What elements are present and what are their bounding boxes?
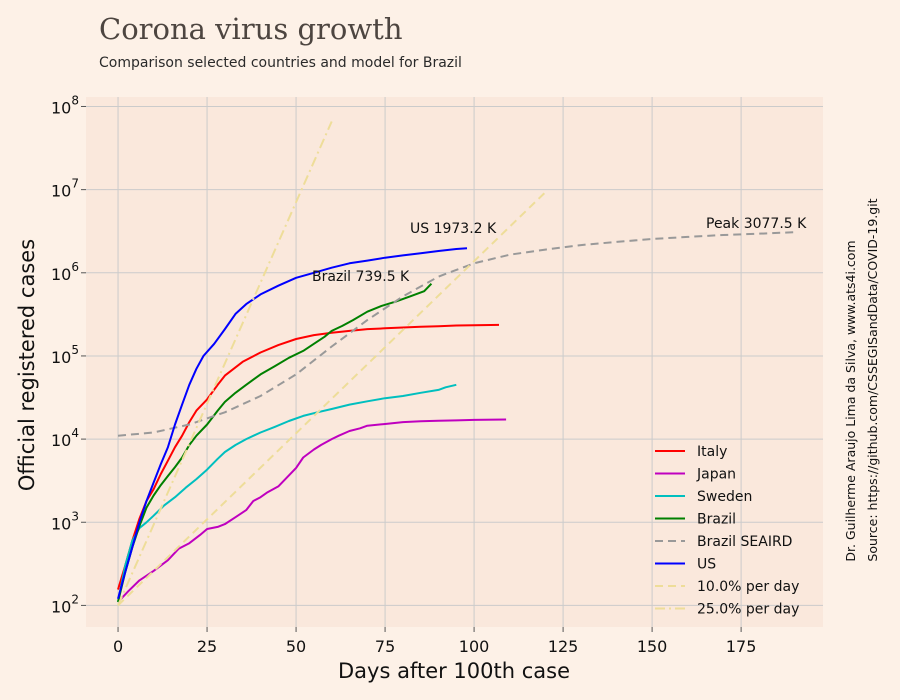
annotation-us: US 1973.2 K xyxy=(410,221,497,237)
y-tick-label: 103 xyxy=(51,509,79,533)
x-tick-label: 75 xyxy=(375,637,395,656)
legend-label: Japan xyxy=(696,467,736,483)
legend-label: Brazil xyxy=(697,512,736,528)
x-tick-label: 150 xyxy=(637,637,668,656)
series-line-6 xyxy=(117,191,546,607)
chart-title: Corona virus growth xyxy=(99,12,403,46)
x-axis-ticks: 0 25 50 75 100 125 150 175 xyxy=(113,627,756,656)
annotation-peak: Peak 3077.5 K xyxy=(706,216,807,232)
legend-label: Sweden xyxy=(697,489,752,505)
series-line-3 xyxy=(117,283,433,603)
series-line-1 xyxy=(117,418,507,603)
x-tick-label: 175 xyxy=(726,637,757,656)
x-tick-label: 50 xyxy=(286,637,306,656)
x-tick-label: 0 xyxy=(113,637,123,656)
y-tick-label: 107 xyxy=(51,177,79,201)
grid-lines xyxy=(86,97,823,627)
legend-label: Brazil SEAIRD xyxy=(697,534,792,550)
y-axis-ticks: 102 103 104 105 106 107 108 xyxy=(51,93,86,616)
legend: Italy Japan Sweden Brazil Brazil SEAIRD US 10.… xyxy=(655,444,799,618)
y-tick-label: 106 xyxy=(51,260,79,284)
credit-source: Source: https://github.com/CSSEGISandDat… xyxy=(865,198,880,561)
series-line-7 xyxy=(117,121,333,606)
y-tick-label: 105 xyxy=(51,343,79,367)
series-line-4 xyxy=(117,231,795,437)
series-lines xyxy=(117,121,795,607)
x-tick-label: 125 xyxy=(548,637,579,656)
y-tick-label: 104 xyxy=(51,426,79,450)
credit-author: Dr. Guilherme Araujo Lima da Silva, www.… xyxy=(843,240,858,561)
x-tick-label: 25 xyxy=(197,637,217,656)
legend-label: US xyxy=(697,557,716,573)
annotations: US 1973.2 K Brazil 739.5 K Peak 3077.5 K xyxy=(312,216,807,285)
plot-area xyxy=(86,97,823,627)
y-tick-label: 102 xyxy=(51,592,79,616)
chart-subtitle: Comparison selected countries and model … xyxy=(99,55,462,71)
legend-label: 10.0% per day xyxy=(697,579,799,595)
series-line-5 xyxy=(117,247,468,600)
series-line-2 xyxy=(117,383,457,603)
legend-label: Italy xyxy=(697,444,727,460)
y-tick-label: 108 xyxy=(51,93,79,117)
x-tick-label: 100 xyxy=(459,637,490,656)
annotation-brazil: Brazil 739.5 K xyxy=(312,269,410,285)
x-axis-label: Days after 100th case xyxy=(338,659,570,683)
series-line-0 xyxy=(117,323,500,590)
y-axis-label: Official registered cases xyxy=(15,239,39,491)
legend-label: 25.0% per day xyxy=(697,602,799,618)
